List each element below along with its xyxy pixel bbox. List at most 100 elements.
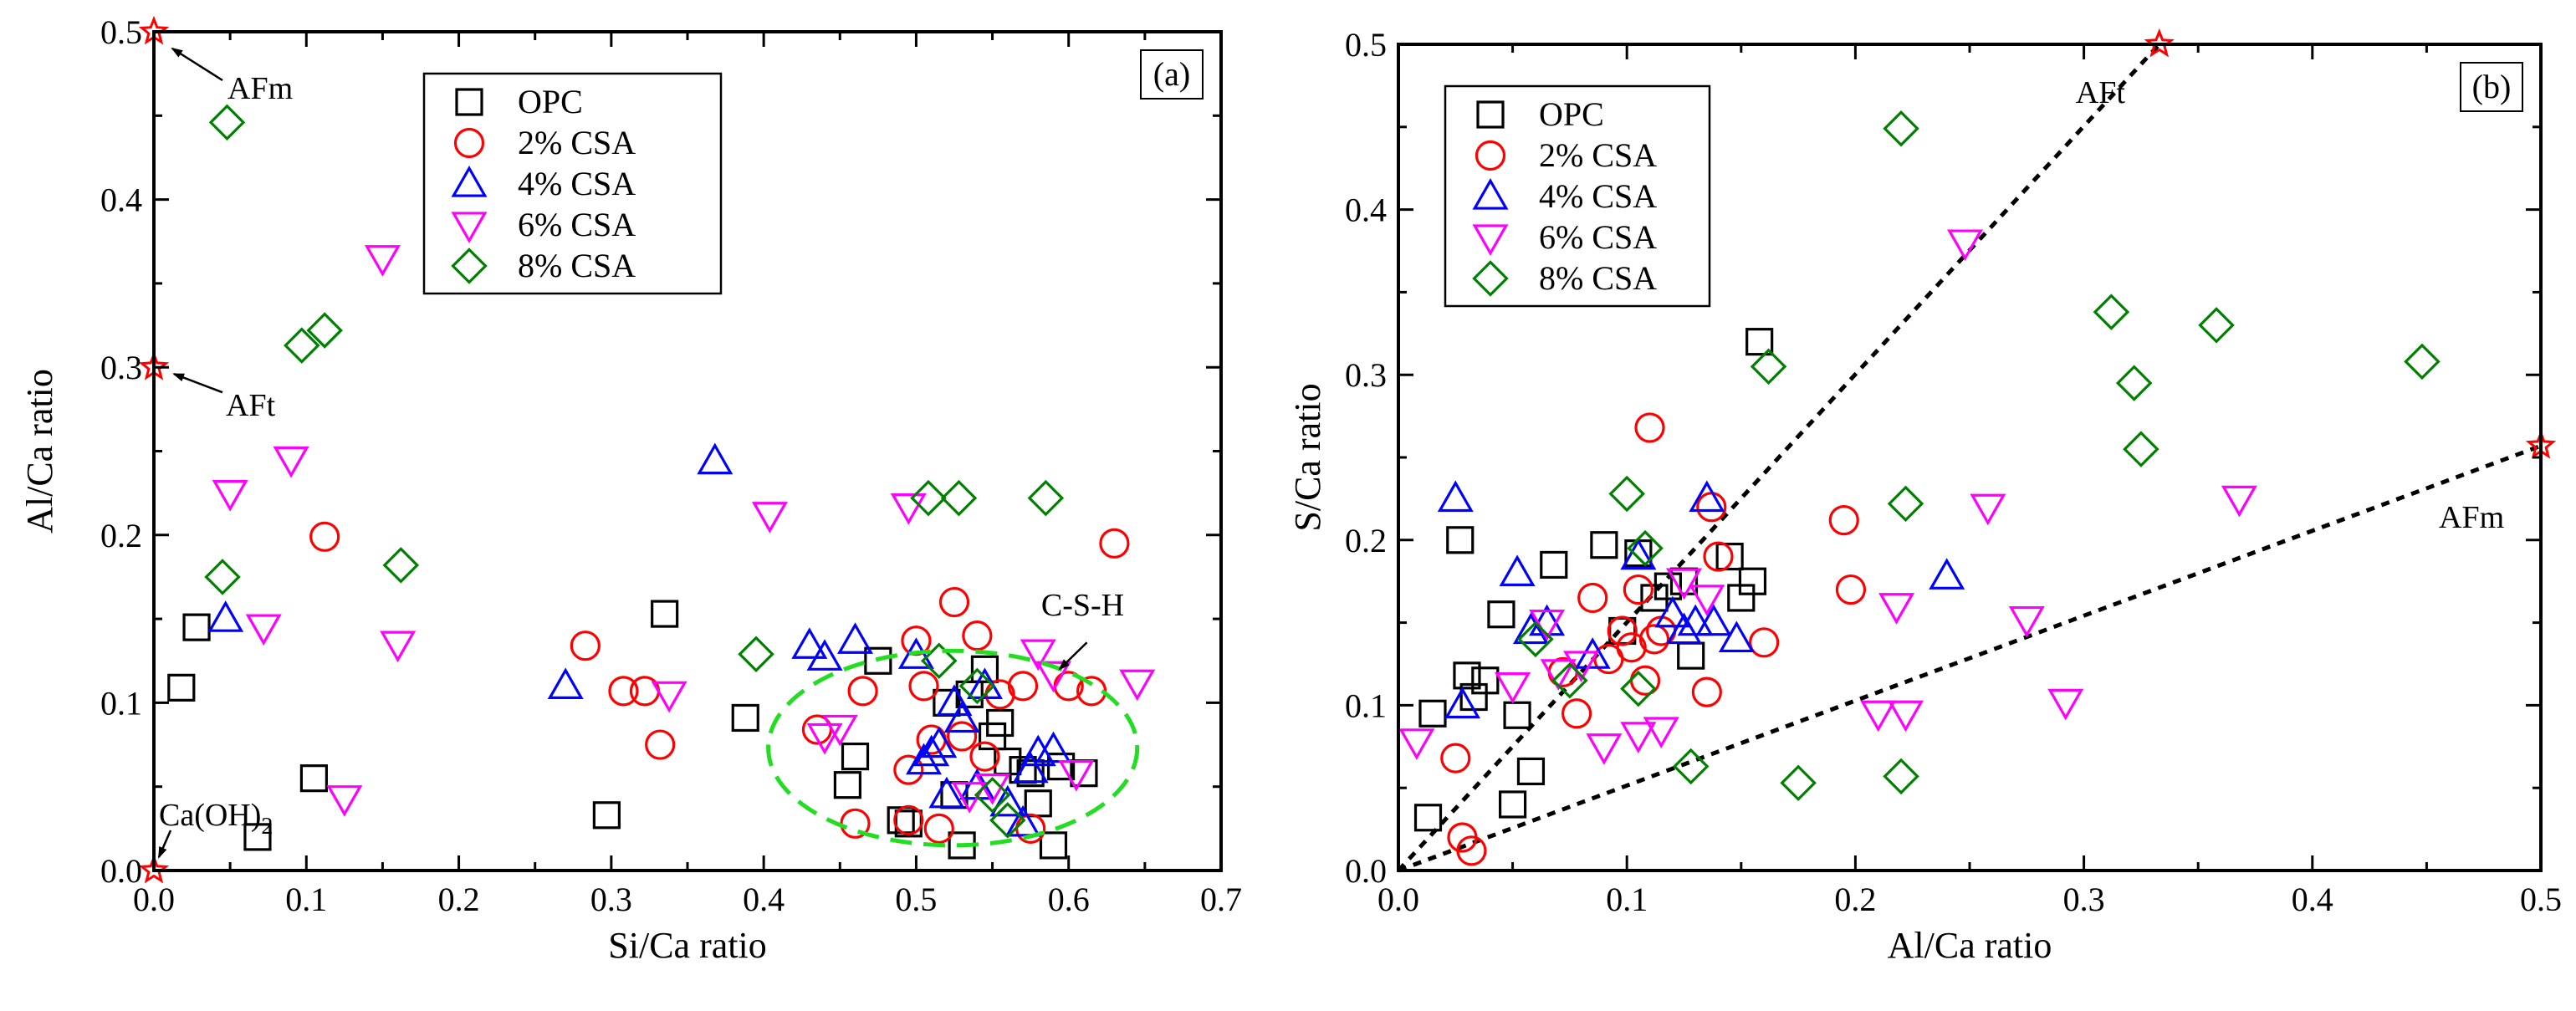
data-point-2-csa [1607, 615, 1638, 646]
legend-label-8-csa: 8% CSA [518, 247, 636, 284]
data-point-2-csa [1691, 677, 1722, 707]
data-point-6-csa [326, 785, 363, 817]
panel-b-label: (b) [2472, 68, 2512, 105]
legend-box [422, 72, 723, 295]
data-point-4-csa [1718, 620, 1755, 653]
data-point-4-csa [1574, 637, 1611, 669]
data-point-6-csa [1035, 661, 1071, 693]
data-point-6-csa [806, 723, 843, 755]
x-tick-label: 0.5 [2520, 881, 2562, 918]
series-2-csa [309, 521, 1130, 844]
panel-b-afm-annotation: AFm [2439, 500, 2504, 535]
data-point-6-csa [751, 502, 788, 534]
x-tick-label: 0.3 [590, 881, 632, 918]
data-point-8-csa [284, 327, 320, 364]
data-point-4-csa [1665, 612, 1703, 645]
data-point-6-csa [1878, 593, 1915, 625]
panel-a-aft-arrow [172, 373, 223, 394]
data-point-4-csa [943, 701, 980, 733]
data-point-8-csa [2404, 343, 2441, 380]
data-point-6-csa [1058, 759, 1095, 792]
data-point-8-csa [1551, 661, 1588, 699]
legend-symbol-8-csa [1472, 260, 1509, 297]
data-point-opc [1024, 789, 1052, 818]
panel-b-y-axis-title: S/Ca ratio [1287, 383, 1328, 531]
data-point-6-csa [1860, 700, 1897, 733]
legend-symbol-4-csa [451, 166, 488, 197]
data-point-6-csa [651, 681, 687, 713]
panel-a-label: (a) [1153, 55, 1190, 93]
data-point-2-csa [893, 754, 924, 785]
data-point-2-csa [847, 676, 878, 707]
y-tick-label: 0.1 [1345, 687, 1387, 724]
y-tick-label: 0.5 [100, 13, 142, 51]
data-point-4-csa [906, 743, 943, 775]
data-point-opc [1016, 759, 1045, 788]
data-point-6-csa [2047, 688, 2084, 721]
data-point-opc [1498, 790, 1527, 819]
data-point-6-csa [1665, 568, 1703, 600]
data-point-opc [1738, 567, 1767, 595]
data-point-opc [1487, 600, 1515, 629]
data-point-6-csa [1947, 229, 1984, 262]
panel-b-label-box [2460, 62, 2523, 112]
reference-line-aft [1397, 43, 2161, 872]
data-point-8-csa [940, 479, 978, 517]
data-point-6-csa [1398, 728, 1435, 760]
data-point-6-csa [1620, 722, 1657, 753]
data-point-4-csa [1677, 604, 1714, 636]
data-point-4-csa [1512, 612, 1549, 645]
panel-a-marks [138, 15, 1156, 884]
data-point-4-csa [989, 784, 1026, 817]
data-point-2-csa [1440, 743, 1471, 774]
data-point-2-csa [1099, 528, 1130, 559]
legend-label-4-csa: 4% CSA [518, 165, 636, 202]
panel-a-legend: OPC 2% CSA 4% CSA 6% CSA 8% CSA [422, 72, 723, 295]
panel-b-axis-ticks: 0.0 0.1 0.2 0.3 0.4 0.5 0.0 0.1 0.2 0.3 0.4 0.5 [1345, 26, 2562, 918]
panel-b: 0.0 0.1 0.2 0.3 0.4 0.5 0.0 0.1 0.2 0.3 0.4 0.5 Al/… [1287, 26, 2562, 966]
data-point-6-csa [1495, 672, 1531, 704]
data-point-2-csa [923, 813, 954, 844]
data-point-6-csa [821, 714, 858, 747]
data-point-4-csa [1012, 751, 1049, 784]
data-point-8-csa [1517, 620, 1554, 658]
panel-b-x-axis-title: Al/Ca ratio [1888, 925, 2052, 966]
data-point-8-csa [1627, 529, 1664, 567]
x-tick-label: 0.1 [285, 881, 327, 918]
data-point-2-csa [1561, 698, 1592, 729]
data-point-2-csa [1616, 632, 1647, 663]
data-point-opc [167, 673, 196, 702]
data-point-opc [841, 742, 870, 771]
legend-label-2-csa: 2% CSA [1539, 136, 1657, 174]
data-point-4-csa [913, 734, 950, 767]
legend-symbol-2-csa [453, 127, 485, 159]
x-tick-label: 0.1 [1606, 881, 1648, 918]
data-point-6-csa [1586, 733, 1623, 765]
y-tick-label: 0.3 [1345, 356, 1387, 394]
data-point-2-csa [947, 721, 978, 752]
data-point-opc [592, 801, 621, 830]
data-point-8-csa [2115, 365, 2153, 401]
panel-b-reference-lines [1397, 43, 2542, 873]
data-point-4-csa [1689, 480, 1725, 513]
data-point-8-csa [2093, 294, 2130, 330]
data-point-opc [1413, 804, 1443, 832]
data-point-2-csa [309, 521, 340, 552]
data-point-4-csa [806, 639, 843, 671]
panel-a: 0.0 0.1 0.2 0.3 0.4 0.5 0.6 0.7 0.0 0.1 0.2 0.3 0.4 0… [19, 13, 1242, 966]
data-point-2-csa [1007, 671, 1039, 702]
data-point-opc [1590, 531, 1618, 559]
panel-a-label-box [1140, 49, 1204, 100]
data-point-4-csa [207, 600, 244, 632]
data-point-4-csa [1020, 734, 1056, 767]
data-point-4-csa [1654, 595, 1691, 628]
data-point-8-csa [1780, 764, 1817, 802]
x-tick-label: 0.3 [2063, 881, 2105, 918]
y-tick-label: 0.2 [1345, 522, 1387, 559]
data-point-opc [833, 771, 862, 799]
legend-label-8-csa: 8% CSA [1539, 259, 1657, 297]
data-point-8-csa [921, 642, 958, 680]
caoh2-subscript: 2 [261, 814, 273, 840]
